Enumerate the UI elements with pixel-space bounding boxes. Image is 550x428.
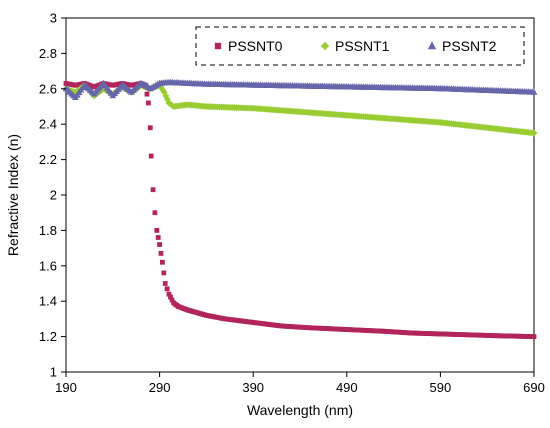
x-axis: 190 290 390 490 590 690 xyxy=(55,372,545,395)
data-point xyxy=(169,297,175,303)
series-marks xyxy=(62,78,538,339)
data-point xyxy=(152,210,158,216)
data-point xyxy=(155,235,161,240)
y-tick-label: 1.8 xyxy=(39,223,57,238)
data-point xyxy=(164,96,171,103)
data-point xyxy=(145,100,151,106)
data-point xyxy=(530,129,538,137)
x-tick-label: 590 xyxy=(430,380,452,395)
data-point xyxy=(144,91,150,97)
y-tick-label: 1 xyxy=(50,365,57,380)
y-tick-label: 2.4 xyxy=(39,117,57,132)
y-tick-label: 2.6 xyxy=(39,81,57,96)
data-point xyxy=(147,125,153,131)
data-point xyxy=(157,242,162,247)
series-pssnt2 xyxy=(62,78,538,101)
legend-marker-pssnt1 xyxy=(320,41,330,51)
x-tick-label: 390 xyxy=(242,380,264,395)
data-point xyxy=(531,334,537,339)
plot-frame xyxy=(65,17,535,373)
x-tick-label: 690 xyxy=(523,380,545,395)
data-point xyxy=(168,294,173,300)
plot-area xyxy=(65,17,535,373)
y-tick-label: 2.8 xyxy=(39,46,57,61)
x-tick-label: 190 xyxy=(55,380,77,395)
data-point xyxy=(154,228,160,233)
x-tick-label: 290 xyxy=(149,380,171,395)
data-point xyxy=(164,286,170,292)
series-pssnt0 xyxy=(63,81,537,339)
y-axis-title: Refractive Index (n) xyxy=(5,134,21,256)
legend-box xyxy=(195,26,525,66)
data-point xyxy=(160,259,165,265)
data-point xyxy=(148,153,154,159)
y-tick-label: 1.4 xyxy=(39,294,57,309)
legend-marker-pssnt0 xyxy=(214,42,222,50)
legend-label-pssnt0: PSSNT0 xyxy=(228,38,283,54)
y-tick-label: 2 xyxy=(50,188,57,203)
data-point xyxy=(150,187,156,193)
y-axis: 1 1.2 1.4 1.6 1.8 2 2.2 2.4 2.6 2.8 3 xyxy=(39,11,66,380)
y-tick-label: 3 xyxy=(50,11,57,26)
y-tick-label: 1.6 xyxy=(39,258,57,273)
data-point xyxy=(162,92,170,100)
legend-marker-pssnt2 xyxy=(427,41,437,50)
data-point xyxy=(530,88,538,95)
x-axis-title: Wavelength (nm) xyxy=(247,402,353,418)
y-tick-label: 2.2 xyxy=(39,152,57,167)
data-point xyxy=(161,270,167,276)
legend-label-pssnt1: PSSNT1 xyxy=(335,38,390,54)
legend: PSSNT0 PSSNT1 PSSNT2 xyxy=(195,26,525,66)
data-point xyxy=(160,88,168,96)
data-point xyxy=(158,251,164,256)
y-tick-label: 1.2 xyxy=(39,329,57,344)
legend-label-pssnt2: PSSNT2 xyxy=(442,38,497,54)
x-tick-label: 490 xyxy=(336,380,358,395)
data-point xyxy=(162,281,168,286)
data-point xyxy=(166,291,172,297)
